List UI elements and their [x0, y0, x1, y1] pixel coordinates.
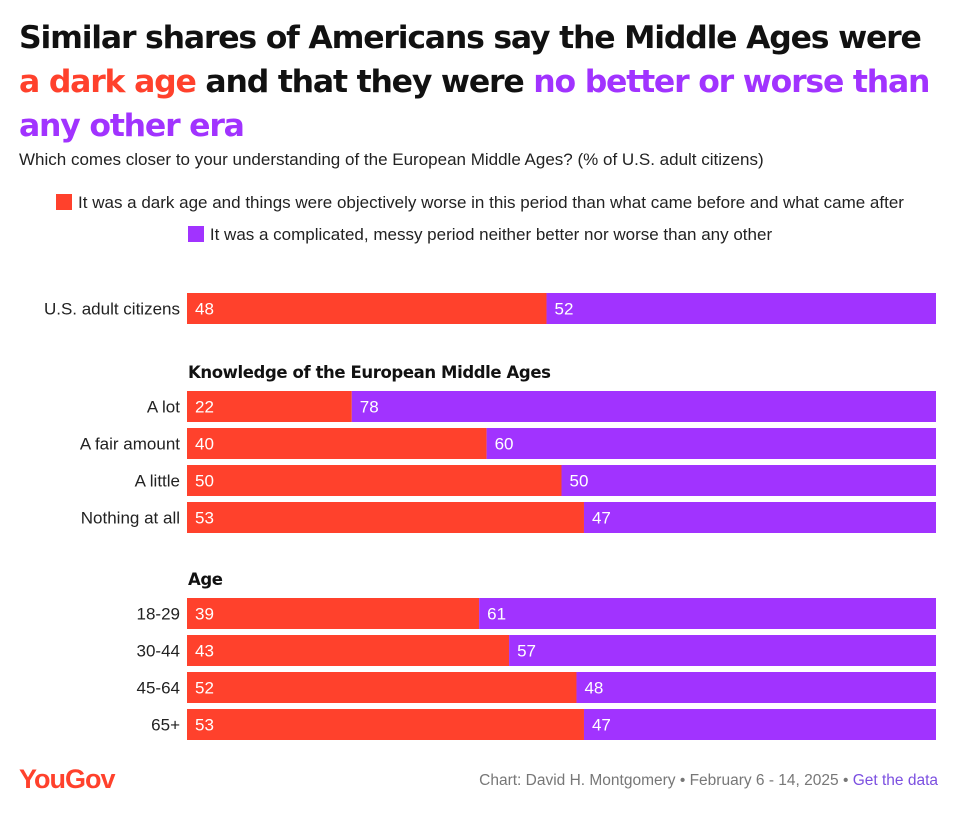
data-label-dark-age-u-s-adult-citizens: 48 — [195, 300, 214, 319]
bar-neither-u-s-adult-citizens — [546, 293, 936, 324]
bar-dark-age-nothing-at-all — [187, 502, 584, 533]
bar-dark-age-18-29 — [187, 598, 480, 629]
data-label-dark-age-30-44: 43 — [195, 642, 214, 661]
bar-neither-45-64 — [576, 672, 936, 703]
row-label-a-lot: A lot — [147, 398, 180, 417]
legend-label-dark-age: It was a dark age and things were object… — [78, 193, 904, 212]
bar-neither-30-44 — [509, 635, 936, 666]
bar-neither-18-29 — [479, 598, 936, 629]
data-label-neither-65: 47 — [592, 716, 611, 735]
title-highlight-neither: no better or worse than any other era — [19, 64, 930, 144]
bar-neither-a-fair-amount — [486, 428, 936, 459]
legend-item-neither: It was a complicated, messy period neith… — [20, 222, 940, 247]
bar-neither-65 — [583, 709, 936, 740]
yougov-logo: YouGov — [19, 764, 116, 794]
bar-neither-a-little — [561, 465, 936, 496]
data-label-neither-a-fair-amount: 60 — [495, 435, 514, 454]
data-label-neither-18-29: 61 — [487, 605, 506, 624]
group-heading-age: Age — [188, 570, 223, 589]
row-label-u-s-adult-citizens: U.S. adult citizens — [44, 300, 180, 319]
title-part-1: Similar shares of Americans say the Midd… — [19, 20, 922, 56]
data-label-neither-30-44: 57 — [517, 642, 536, 661]
bar-neither-a-lot — [351, 391, 936, 422]
row-label-a-fair-amount: A fair amount — [80, 435, 180, 454]
legend-label-neither: It was a complicated, messy period neith… — [209, 225, 773, 244]
data-label-dark-age-a-lot: 22 — [195, 398, 214, 417]
bar-dark-age-u-s-adult-citizens — [187, 293, 547, 324]
legend-swatch-neither — [187, 226, 204, 242]
row-label-18-29: 18-29 — [137, 605, 180, 624]
row-label-30-44: 30-44 — [137, 642, 180, 661]
bar-dark-age-30-44 — [187, 635, 510, 666]
bar-dark-age-a-lot — [187, 391, 352, 422]
data-label-dark-age-a-little: 50 — [195, 472, 214, 491]
chart-subtitle: Which comes closer to your understanding… — [19, 150, 764, 169]
data-label-neither-a-lot: 78 — [360, 398, 379, 417]
data-label-dark-age-nothing-at-all: 53 — [195, 509, 214, 528]
chart-credit: Chart: David H. Montgomery • February 6 … — [479, 772, 938, 790]
row-label-65: 65+ — [151, 716, 180, 735]
bar-dark-age-45-64 — [187, 672, 577, 703]
data-label-neither-nothing-at-all: 47 — [592, 509, 611, 528]
bar-neither-nothing-at-all — [583, 502, 936, 533]
bar-dark-age-a-little — [187, 465, 562, 496]
get-the-data-link[interactable]: Get the data — [852, 772, 938, 789]
data-label-neither-u-s-adult-citizens: 52 — [555, 300, 574, 319]
legend: It was a dark age and things were object… — [20, 190, 940, 254]
title-highlight-dark-age: a dark age — [19, 64, 197, 100]
group-heading-knowledge-of-the-european-middle-ages: Knowledge of the European Middle Ages — [188, 363, 551, 382]
data-label-neither-45-64: 48 — [584, 679, 603, 698]
data-label-dark-age-18-29: 39 — [195, 605, 214, 624]
row-label-a-little: A little — [135, 472, 180, 491]
data-label-neither-a-little: 50 — [570, 472, 589, 491]
row-label-45-64: 45-64 — [137, 679, 180, 698]
data-label-dark-age-45-64: 52 — [195, 679, 214, 698]
data-label-dark-age-65: 53 — [195, 716, 214, 735]
chart-title: Similar shares of Americans say the Midd… — [19, 16, 944, 148]
bar-dark-age-a-fair-amount — [187, 428, 487, 459]
legend-item-dark-age: It was a dark age and things were object… — [20, 190, 940, 215]
row-label-nothing-at-all: Nothing at all — [81, 509, 180, 528]
bar-dark-age-65 — [187, 709, 584, 740]
legend-swatch-dark-age — [56, 194, 73, 210]
credit-text: Chart: David H. Montgomery • February 6 … — [479, 772, 853, 789]
data-label-dark-age-a-fair-amount: 40 — [195, 435, 214, 454]
title-part-2: and that they were — [195, 64, 534, 100]
